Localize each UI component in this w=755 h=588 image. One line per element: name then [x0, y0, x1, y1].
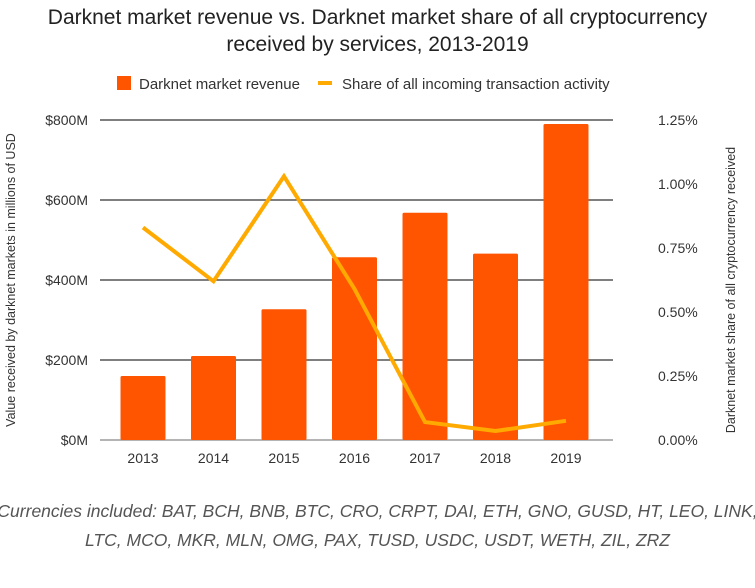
x-tick-label: 2018 [480, 450, 511, 466]
x-tick-label: 2016 [339, 450, 370, 466]
bar-2019 [543, 124, 589, 440]
chart-svg: $0M $200M $400M $600M $800M 0.00% 0.25% 0.50% 0.… [4, 76, 738, 466]
x-tick-label: 2013 [127, 450, 158, 466]
legend-bar-label: Darknet market revenue [139, 76, 300, 93]
y-left-tick-label: $0M [61, 432, 88, 448]
bar-2017 [402, 212, 448, 440]
y-left-tick-label: $400M [45, 272, 88, 288]
y-right-tick-label: 0.25% [658, 368, 698, 384]
y-right-tick-label: 1.25% [658, 112, 698, 128]
y-left-tick-label: $800M [45, 112, 88, 128]
x-tick-label: 2019 [550, 450, 581, 466]
bar-2018 [473, 253, 518, 440]
x-tick-label: 2014 [198, 450, 229, 466]
chart-title-line1: Darknet market revenue vs. Darknet marke… [47, 6, 708, 29]
legend-bar-swatch [117, 76, 131, 90]
y-right-tick-label: 0.00% [658, 432, 698, 448]
legend-line-label: Share of all incoming transaction activi… [342, 76, 610, 93]
y-right-axis-title: Darknet market share of all cryptocurren… [724, 147, 738, 433]
x-tick-label: 2017 [409, 450, 440, 466]
y-left-tick-label: $200M [45, 352, 88, 368]
footnote-line1: Currencies included: BAT, BCH, BNB, BTC,… [0, 501, 755, 521]
footnote-line2: LTC, MCO, MKR, MLN, OMG, PAX, TUSD, USDC… [85, 530, 670, 550]
y-right-tick-label: 0.50% [658, 304, 698, 320]
y-left-axis-title: Value received by darknet markets in mil… [4, 133, 18, 427]
bar-2015 [261, 309, 307, 440]
y-right-tick-label: 0.75% [658, 240, 698, 256]
y-left-tick-label: $600M [45, 192, 88, 208]
bar-2014 [191, 356, 236, 440]
x-tick-label: 2015 [268, 450, 299, 466]
chart-title-line2: received by services, 2013-2019 [226, 33, 529, 56]
bar-2016 [332, 257, 377, 440]
y-right-tick-label: 1.00% [658, 176, 698, 192]
bar-2013 [120, 376, 166, 440]
